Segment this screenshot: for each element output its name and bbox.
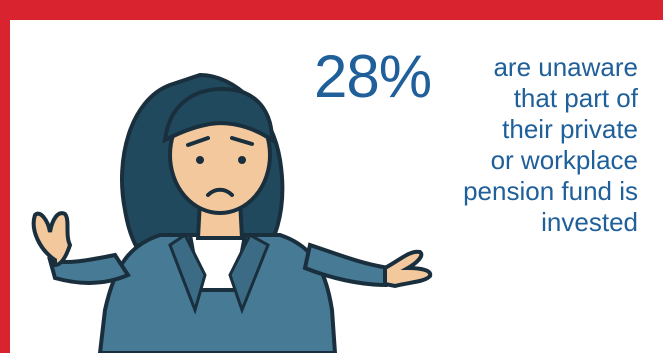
- right-lapel: [228, 232, 270, 315]
- left-eyebrow: [186, 136, 210, 147]
- stat-line: pension fund is: [463, 176, 638, 206]
- left-eye: [196, 156, 204, 164]
- stat-line: are unaware: [493, 52, 638, 82]
- stat-line: or workplace: [490, 145, 638, 175]
- right-hand: [383, 249, 433, 289]
- stat-line: invested: [541, 207, 638, 237]
- stat-percent: 28%: [314, 43, 432, 110]
- right-eye: [238, 156, 246, 164]
- stat-line: that part of: [513, 83, 638, 113]
- left-arm: [47, 252, 131, 285]
- left-hand: [31, 211, 73, 268]
- infographic-panel: 28% are unaware that part of their priva…: [10, 20, 663, 353]
- jacket: [97, 233, 338, 353]
- right-eyebrow: [230, 136, 254, 146]
- left-lapel: [168, 232, 207, 315]
- stat-line: their private: [502, 114, 638, 144]
- confused-woman-shrugging-icon: [31, 72, 433, 353]
- stat-description: are unaware that part of their private o…: [393, 52, 638, 238]
- frown-mouth: [206, 187, 234, 197]
- hair-bangs: [162, 87, 275, 144]
